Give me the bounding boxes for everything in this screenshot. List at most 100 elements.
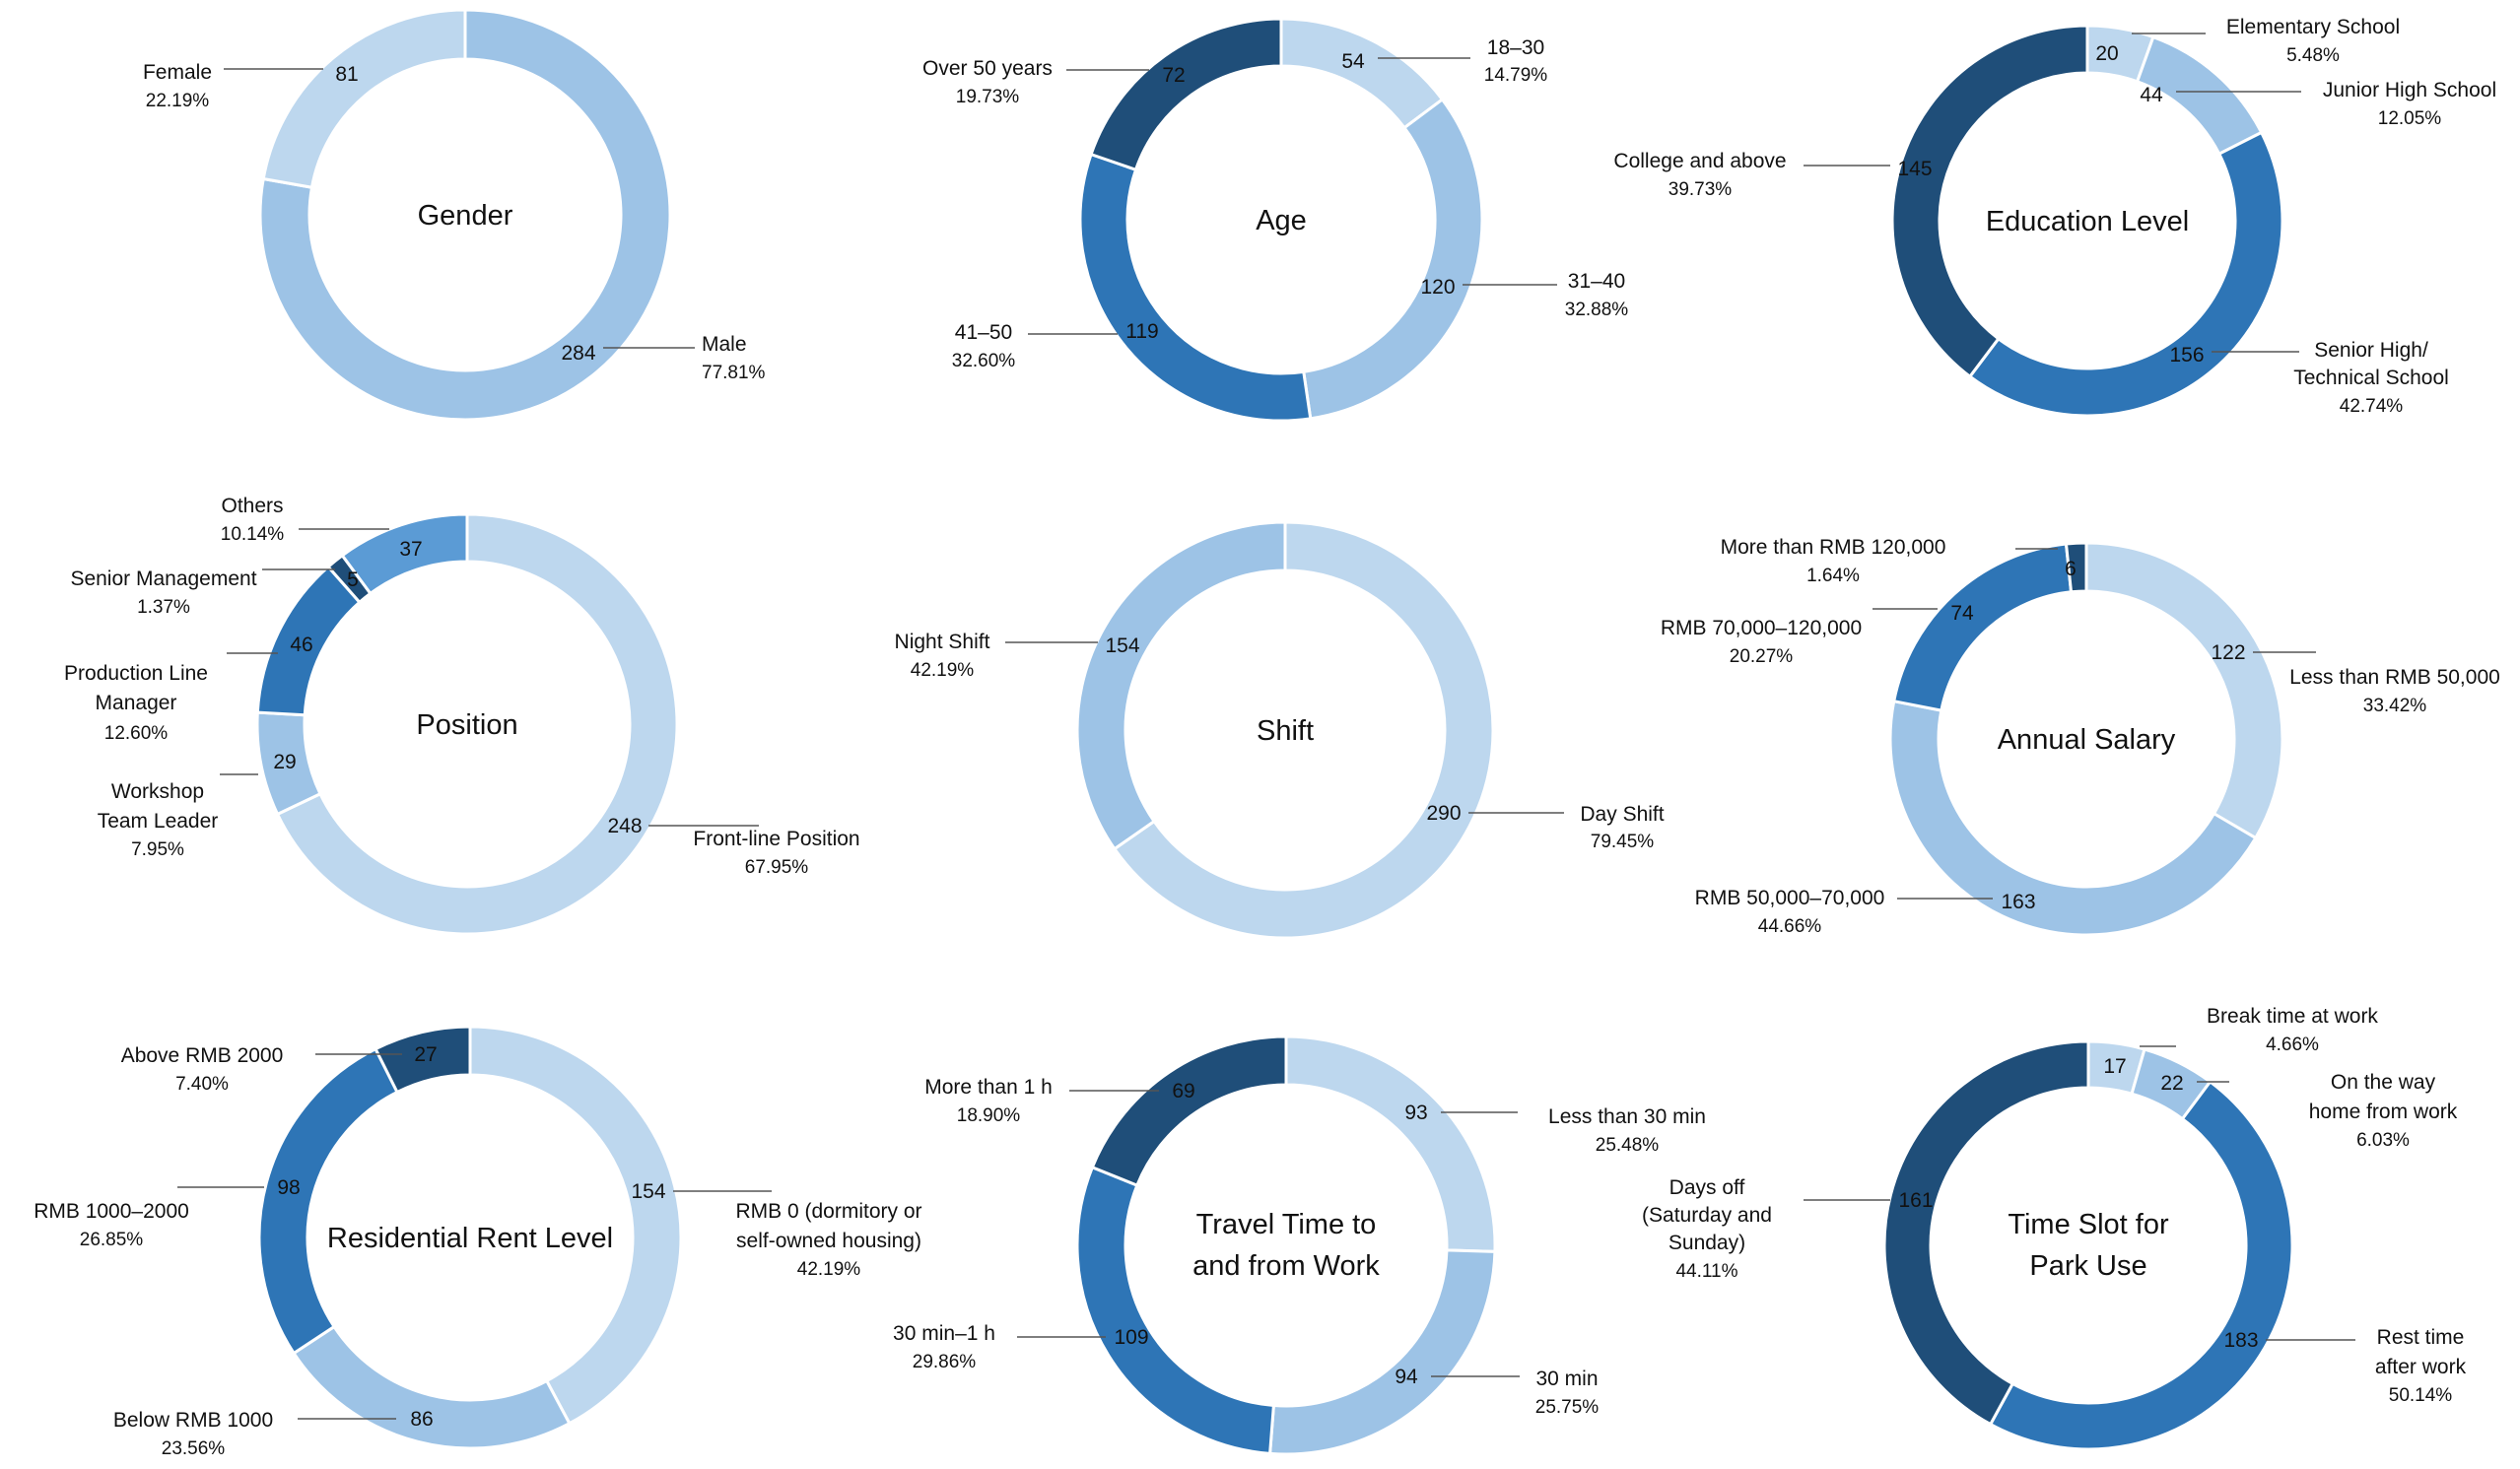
slice-percent-label: 5.48%	[2286, 45, 2340, 66]
slice-percent-label: 25.75%	[1535, 1397, 1600, 1418]
slice-percent-label: 20.27%	[1730, 646, 1794, 667]
slice-category-label: Female	[143, 61, 212, 84]
slice-category-label: Team Leader	[98, 810, 219, 833]
chart-title: Gender	[418, 200, 513, 232]
slice-category-label: after work	[2375, 1356, 2467, 1378]
slice-category-label: Over 50 years	[922, 57, 1053, 80]
slice-percent-label: 7.40%	[175, 1074, 229, 1095]
slice-value-label: 93	[1404, 1102, 1427, 1124]
slice-value-label: 94	[1395, 1366, 1418, 1388]
slice-value-label: 154	[631, 1180, 665, 1203]
donut-slice	[1988, 1079, 2294, 1451]
donut-slice	[1075, 520, 1287, 851]
donut-slice	[1891, 542, 2074, 712]
slice-percent-label: 50.14%	[2389, 1385, 2453, 1406]
slice-value-label: 17	[2103, 1055, 2126, 1078]
slice-category-label: 30 min	[1535, 1368, 1598, 1390]
slice-value-label: 284	[561, 342, 595, 365]
slice-value-label: 156	[2169, 344, 2204, 367]
slice-percent-label: 1.64%	[1806, 566, 1860, 586]
slice-category-label: RMB 50,000–70,000	[1695, 887, 1885, 909]
slice-value-label: 86	[410, 1408, 433, 1431]
slice-category-label: Days off	[1669, 1176, 1745, 1199]
slice-percent-label: 33.42%	[2363, 696, 2427, 716]
chart-title: and from Work	[1192, 1250, 1380, 1282]
donut-slice	[261, 8, 467, 190]
slice-category-label: Less than RMB 50,000	[2289, 666, 2500, 689]
donut-slice	[374, 1025, 472, 1095]
chart-title: Education Level	[1986, 206, 2189, 237]
slice-percent-label: 44.11%	[1675, 1261, 1737, 1282]
slice-value-label: 29	[273, 751, 296, 773]
slice-value-label: 98	[277, 1176, 300, 1199]
slice-value-label: 72	[1162, 64, 1185, 87]
donut-slice	[1090, 1035, 1288, 1188]
chart-title: Residential Rent Level	[327, 1223, 613, 1254]
donut-chart-6: Residential Rent Level 154 RMB 0 (dormitor…	[34, 1025, 922, 1459]
slice-percent-label: 18.90%	[957, 1105, 1021, 1126]
slice-category-label: Break time at work	[2207, 1005, 2378, 1028]
slice-value-label: 27	[414, 1043, 437, 1066]
slice-category-label: 41–50	[955, 321, 1012, 344]
slice-percent-label: 12.05%	[2378, 108, 2442, 129]
slice-category-label: Senior Management	[70, 568, 256, 590]
slice-percent-label: 39.73%	[1669, 179, 1733, 200]
slice-percent-label: 22.19%	[146, 91, 210, 111]
slice-percent-label: 14.79%	[1484, 65, 1548, 86]
chart-title: Age	[1256, 205, 1307, 236]
slice-percent-label: 32.88%	[1565, 300, 1629, 320]
donut-chart-5: Annual Salary 122 Less than RMB 50,000 33.4…	[1661, 536, 2500, 937]
slice-category-label: 30 min–1 h	[893, 1322, 995, 1345]
chart-title: Annual Salary	[1998, 724, 2176, 756]
slice-value-label: 74	[1950, 602, 1974, 625]
slice-category-label: College and above	[1613, 150, 1786, 172]
donut-slice	[257, 1046, 400, 1356]
slice-value-label: 163	[2001, 891, 2035, 913]
slice-category-label: Others	[221, 495, 283, 517]
slice-category-label: Less than 30 min	[1548, 1105, 1706, 1128]
slice-percent-label: 25.48%	[1596, 1135, 1660, 1156]
donut-chart-2: Education Level 20 Elementary School 5.48% 4…	[1613, 16, 2496, 418]
slice-percent-label: 7.95%	[131, 839, 184, 860]
donut-slice	[1888, 699, 2258, 937]
slice-value-label: 5	[347, 568, 359, 591]
slice-category-label: Rest time	[2377, 1326, 2465, 1349]
slice-category-label: Manager	[96, 692, 177, 714]
donut-chart-1: Age 54 18–30 14.79% 120 31–40 32.88% 119 41–50 32…	[922, 17, 1629, 423]
slice-category-label: More than 1 h	[924, 1076, 1053, 1099]
chart-title: Position	[416, 709, 517, 741]
donut-chart-7: Travel Time to and from Work 93 Less than 3…	[893, 1035, 1706, 1456]
donut-slice	[1890, 24, 2089, 379]
donut-slice	[1089, 17, 1283, 172]
donut-slice	[1112, 520, 1495, 940]
slice-percent-label: 26.85%	[80, 1230, 144, 1250]
donut-chart-0: Gender 284 Male 77.81% 81 Female 22.19%	[143, 8, 766, 422]
slice-value-label: 248	[607, 815, 642, 837]
donut-slice	[275, 512, 679, 936]
slice-category-label: On the way	[2331, 1071, 2436, 1094]
donut-slice	[1302, 97, 1484, 421]
slice-category-label: Day Shift	[1580, 803, 1664, 826]
slice-value-label: 145	[1897, 158, 1932, 180]
slice-percent-label: 10.14%	[221, 524, 285, 545]
slice-value-label: 37	[399, 538, 422, 561]
slice-category-label: Night Shift	[895, 631, 990, 653]
slice-category-label: Below RMB 1000	[113, 1409, 273, 1432]
donut-slice	[468, 1025, 683, 1426]
slice-value-label: 6	[2065, 558, 2077, 580]
slice-value-label: 22	[2160, 1072, 2183, 1095]
slice-percent-label: 19.73%	[956, 87, 1020, 107]
donut-chart-4: Shift 290 Day Shift 79.45% 154 Night Shift 42.…	[895, 520, 1665, 940]
slice-category-label: home from work	[2309, 1101, 2458, 1123]
donut-chart-8: Time Slot for Park Use 17 Break time at wor…	[1642, 1005, 2467, 1451]
donut-slice	[1882, 1039, 2090, 1427]
chart-title: Time Slot for	[2008, 1209, 2169, 1240]
slice-percent-label: 23.56%	[162, 1438, 226, 1459]
slice-category-label: RMB 1000–2000	[34, 1200, 189, 1223]
slice-category-label: Elementary School	[2226, 16, 2400, 38]
donut-slice	[2084, 541, 2284, 840]
slice-category-label: RMB 0 (dormitory or	[735, 1200, 921, 1223]
slice-percent-label: 32.60%	[952, 351, 1016, 371]
slice-value-label: 119	[1125, 320, 1158, 343]
